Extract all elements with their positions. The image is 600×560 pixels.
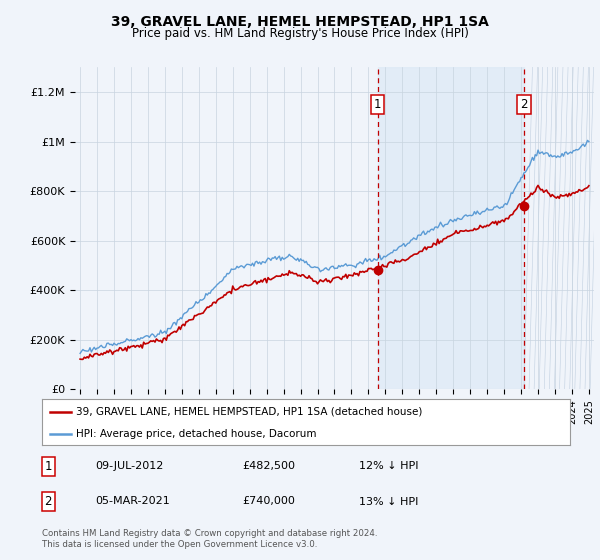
- Text: 39, GRAVEL LANE, HEMEL HEMPSTEAD, HP1 1SA: 39, GRAVEL LANE, HEMEL HEMPSTEAD, HP1 1S…: [111, 15, 489, 29]
- Bar: [524, 67, 598, 389]
- Text: Price paid vs. HM Land Registry's House Price Index (HPI): Price paid vs. HM Land Registry's House …: [131, 27, 469, 40]
- Text: 05-MAR-2021: 05-MAR-2021: [95, 497, 170, 506]
- Text: 12% ↓ HPI: 12% ↓ HPI: [359, 461, 418, 472]
- Text: 1: 1: [44, 460, 52, 473]
- Text: HPI: Average price, detached house, Dacorum: HPI: Average price, detached house, Daco…: [76, 429, 317, 438]
- Text: 1: 1: [374, 98, 382, 111]
- Text: 2: 2: [44, 495, 52, 508]
- Text: 13% ↓ HPI: 13% ↓ HPI: [359, 497, 418, 506]
- Text: £740,000: £740,000: [242, 497, 296, 506]
- Bar: [378, 67, 524, 389]
- Text: Contains HM Land Registry data © Crown copyright and database right 2024.
This d: Contains HM Land Registry data © Crown c…: [42, 529, 377, 549]
- Text: £482,500: £482,500: [242, 461, 296, 472]
- Text: 2: 2: [520, 98, 528, 111]
- Text: 39, GRAVEL LANE, HEMEL HEMPSTEAD, HP1 1SA (detached house): 39, GRAVEL LANE, HEMEL HEMPSTEAD, HP1 1S…: [76, 407, 422, 417]
- Text: 09-JUL-2012: 09-JUL-2012: [95, 461, 163, 472]
